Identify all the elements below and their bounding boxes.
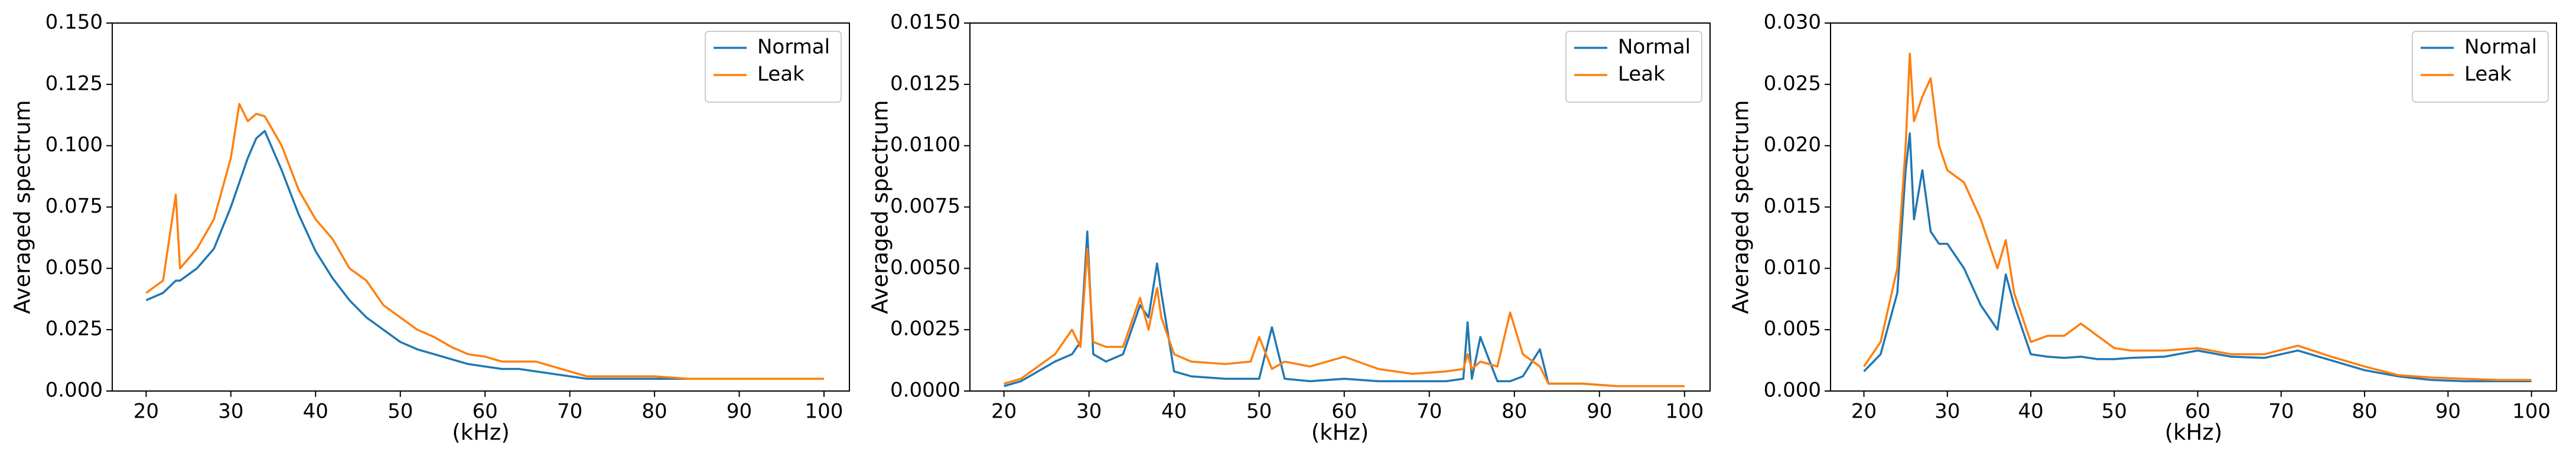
x-tick-label: 100	[805, 400, 844, 424]
y-axis-label: Averaged spectrum	[10, 100, 35, 314]
x-tick-label: 30	[1076, 400, 1102, 424]
series-line	[1863, 132, 2532, 383]
x-tick-label: 40	[1161, 400, 1187, 424]
x-tick-label: 20	[991, 400, 1017, 424]
y-tick-label: 0.000	[1764, 379, 1821, 402]
y-tick-label: 0.0150	[890, 11, 960, 34]
x-tick-label: 90	[1587, 400, 1612, 424]
x-tick-label: 30	[218, 400, 243, 424]
y-tick-label: 0.0075	[890, 194, 960, 218]
series-line	[145, 103, 824, 380]
x-tick-label: 80	[1502, 400, 1527, 424]
y-tick-label: 0.125	[45, 71, 103, 95]
y-tick-label: 0.025	[1764, 71, 1821, 95]
y-tick-label: 0.150	[45, 11, 103, 34]
series-line	[1004, 247, 1685, 387]
x-tick-label: 30	[1935, 400, 1960, 424]
y-tick-label: 0.0000	[890, 379, 960, 402]
legend-box	[705, 31, 842, 103]
x-axis-label: (kHz)	[2165, 420, 2223, 445]
x-tick-label: 70	[557, 400, 582, 424]
x-tick-label: 50	[1246, 400, 1272, 424]
y-tick-label: 0.000	[45, 379, 103, 402]
x-tick-label: 90	[2435, 400, 2461, 424]
axes-frame	[1830, 22, 2557, 392]
y-tick-label: 0.0025	[890, 317, 960, 341]
x-tick-label: 80	[2352, 400, 2377, 424]
x-tick-label: 80	[641, 400, 667, 424]
y-tick-label: 0.030	[1764, 11, 1821, 34]
y-tick-label: 0.100	[45, 133, 103, 157]
x-axis-label: (kHz)	[1311, 420, 1369, 445]
y-axis-label: Averaged spectrum	[1728, 100, 1754, 314]
series-line	[145, 130, 824, 380]
x-tick-label: 60	[2185, 400, 2210, 424]
x-tick-label: 40	[303, 400, 328, 424]
y-tick-label: 0.0125	[890, 71, 960, 95]
legend-label: Normal	[757, 35, 830, 59]
y-tick-label: 0.0050	[890, 256, 960, 279]
y-tick-label: 0.0100	[890, 133, 960, 157]
legend-label: Leak	[2464, 63, 2512, 86]
y-tick-label: 0.020	[1764, 133, 1821, 157]
x-tick-label: 20	[1851, 400, 1877, 424]
y-tick-label: 0.015	[1764, 194, 1821, 218]
x-tick-label: 100	[1665, 400, 1704, 424]
x-tick-label: 60	[1331, 400, 1357, 424]
x-tick-label: 50	[2102, 400, 2127, 424]
x-tick-label: 70	[1416, 400, 1442, 424]
x-tick-label: 70	[2268, 400, 2294, 424]
legend-label: Normal	[2464, 35, 2537, 59]
legend-box	[2412, 31, 2549, 103]
y-tick-label: 0.010	[1764, 256, 1821, 279]
x-tick-label: 40	[2018, 400, 2043, 424]
series-line	[1863, 53, 2532, 382]
y-axis-label: Averaged spectrum	[868, 100, 893, 314]
y-tick-label: 0.025	[45, 317, 103, 341]
x-tick-label: 60	[473, 400, 498, 424]
series-line	[1004, 230, 1685, 387]
x-tick-label: 20	[133, 400, 159, 424]
y-tick-label: 0.005	[1764, 317, 1821, 341]
x-tick-label: 50	[387, 400, 413, 424]
axes-frame	[969, 22, 1711, 392]
axes-frame	[112, 22, 850, 392]
legend-box	[1565, 31, 1702, 103]
legend-label: Leak	[757, 63, 805, 86]
x-axis-label: (kHz)	[452, 420, 510, 445]
y-tick-label: 0.075	[45, 194, 103, 218]
y-tick-label: 0.050	[45, 256, 103, 279]
legend-label: Leak	[1618, 63, 1665, 86]
x-tick-label: 100	[2512, 400, 2551, 424]
legend-label: Normal	[1618, 35, 1691, 59]
x-tick-label: 90	[727, 400, 752, 424]
